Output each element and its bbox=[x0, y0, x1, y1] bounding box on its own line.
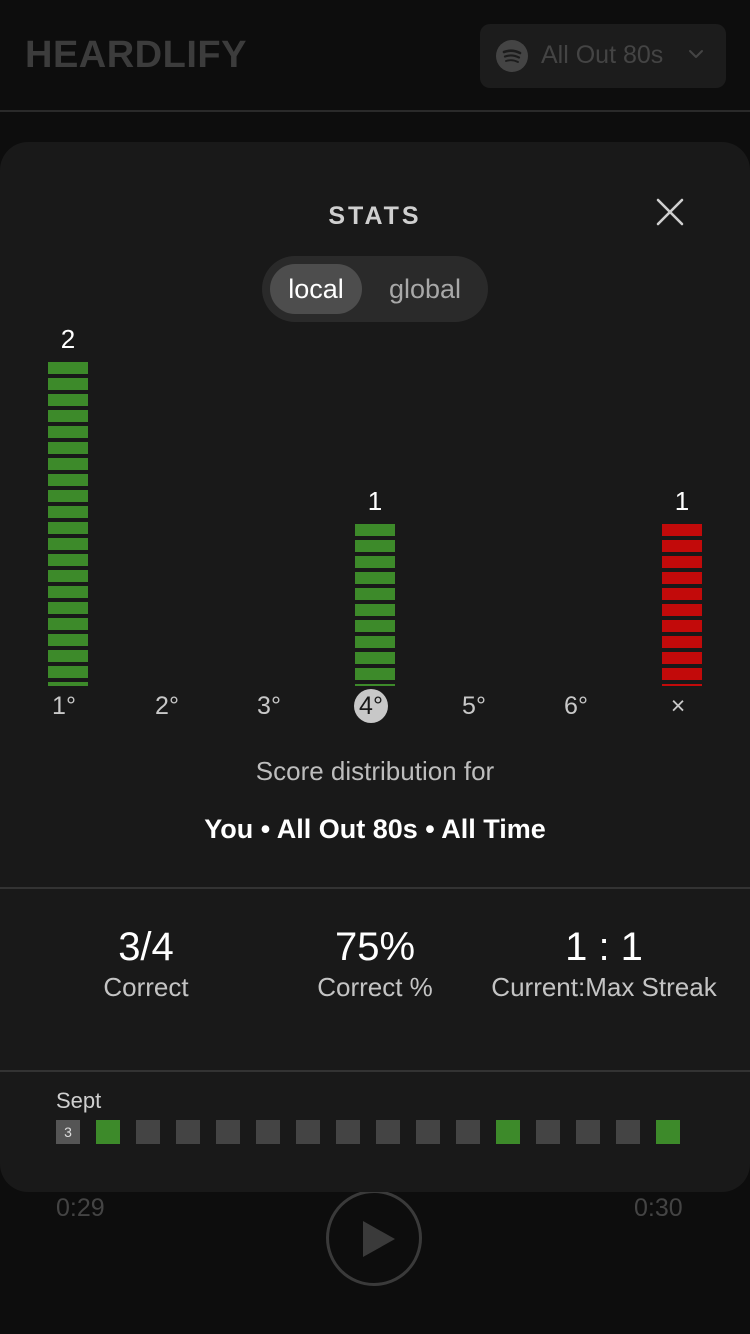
toggle-local[interactable]: local bbox=[270, 264, 362, 314]
bar-4 bbox=[355, 524, 395, 686]
calendar-day bbox=[136, 1120, 160, 1144]
play-button[interactable] bbox=[326, 1190, 422, 1286]
bar-value-label: 1 bbox=[674, 486, 690, 516]
spotify-icon bbox=[496, 40, 528, 72]
stat-value: 75% bbox=[334, 925, 416, 969]
calendar-day bbox=[656, 1120, 680, 1144]
stat-label: Correct % bbox=[317, 972, 433, 1002]
stat-streak: 1 : 1 Current:Max Streak bbox=[489, 924, 719, 1004]
divider bbox=[0, 1070, 750, 1072]
bar-1 bbox=[48, 362, 88, 686]
stat-value: 3/4 bbox=[118, 925, 174, 969]
calendar-day bbox=[496, 1120, 520, 1144]
distribution-caption: Score distribution for bbox=[255, 756, 495, 786]
calendar-day bbox=[176, 1120, 200, 1144]
stat-label: Correct bbox=[103, 972, 189, 1002]
track-duration: 0:30 bbox=[634, 1194, 683, 1222]
calendar-day bbox=[456, 1120, 480, 1144]
close-icon bbox=[656, 198, 684, 226]
app-logo: HEARDLIFY bbox=[25, 34, 247, 76]
stat-correct-percent: 75% Correct % bbox=[260, 924, 490, 1004]
playlist-name: All Out 80s bbox=[541, 41, 664, 69]
stats-modal: STATS local global 2 1° 2° 3° 1 4° 5° 6° 1 × Scor… bbox=[0, 142, 750, 1192]
close-button[interactable] bbox=[648, 190, 692, 234]
score-distribution-chart: 2 1° 2° 3° 1 4° 5° 6° 1 × bbox=[0, 322, 750, 724]
calendar-day bbox=[616, 1120, 640, 1144]
calendar-day bbox=[576, 1120, 600, 1144]
divider bbox=[0, 887, 750, 889]
chevron-down-icon bbox=[689, 50, 703, 58]
calendar-day bbox=[296, 1120, 320, 1144]
calendar-day bbox=[536, 1120, 560, 1144]
stat-value: 1 : 1 bbox=[565, 925, 643, 969]
calendar-day-today: 3 bbox=[56, 1120, 80, 1144]
playlist-selector[interactable]: All Out 80s bbox=[480, 24, 726, 88]
scope-toggle: local global bbox=[262, 256, 488, 322]
tick-label: 5° bbox=[462, 692, 486, 720]
tick-label-highlight: 4° bbox=[354, 689, 388, 723]
bar-value-label: 2 bbox=[60, 324, 76, 354]
stat-label: Current:Max Streak bbox=[491, 972, 717, 1002]
elapsed-time: 0:29 bbox=[56, 1194, 105, 1222]
tick-label: 4° bbox=[341, 688, 401, 724]
calendar-day bbox=[376, 1120, 400, 1144]
play-icon bbox=[363, 1221, 395, 1257]
bar-value-label: 1 bbox=[367, 486, 383, 516]
distribution-detail: You • All Out 80s • All Time bbox=[204, 814, 546, 844]
tick-label: 2° bbox=[155, 692, 179, 720]
tick-label: 1° bbox=[52, 692, 76, 720]
tick-label: 3° bbox=[257, 692, 281, 720]
app-header: HEARDLIFY All Out 80s bbox=[0, 0, 750, 112]
calendar-day bbox=[96, 1120, 120, 1144]
tick-label: 6° bbox=[564, 692, 588, 720]
calendar-day bbox=[216, 1120, 240, 1144]
calendar-day bbox=[416, 1120, 440, 1144]
bar-7 bbox=[662, 524, 702, 686]
modal-title: STATS bbox=[328, 202, 422, 230]
calendar-day bbox=[256, 1120, 280, 1144]
stat-correct: 3/4 Correct bbox=[31, 924, 261, 1004]
tick-label: × bbox=[670, 692, 686, 720]
calendar-day bbox=[336, 1120, 360, 1144]
toggle-global[interactable]: global bbox=[388, 274, 462, 304]
calendar-month: Sept bbox=[56, 1088, 102, 1113]
